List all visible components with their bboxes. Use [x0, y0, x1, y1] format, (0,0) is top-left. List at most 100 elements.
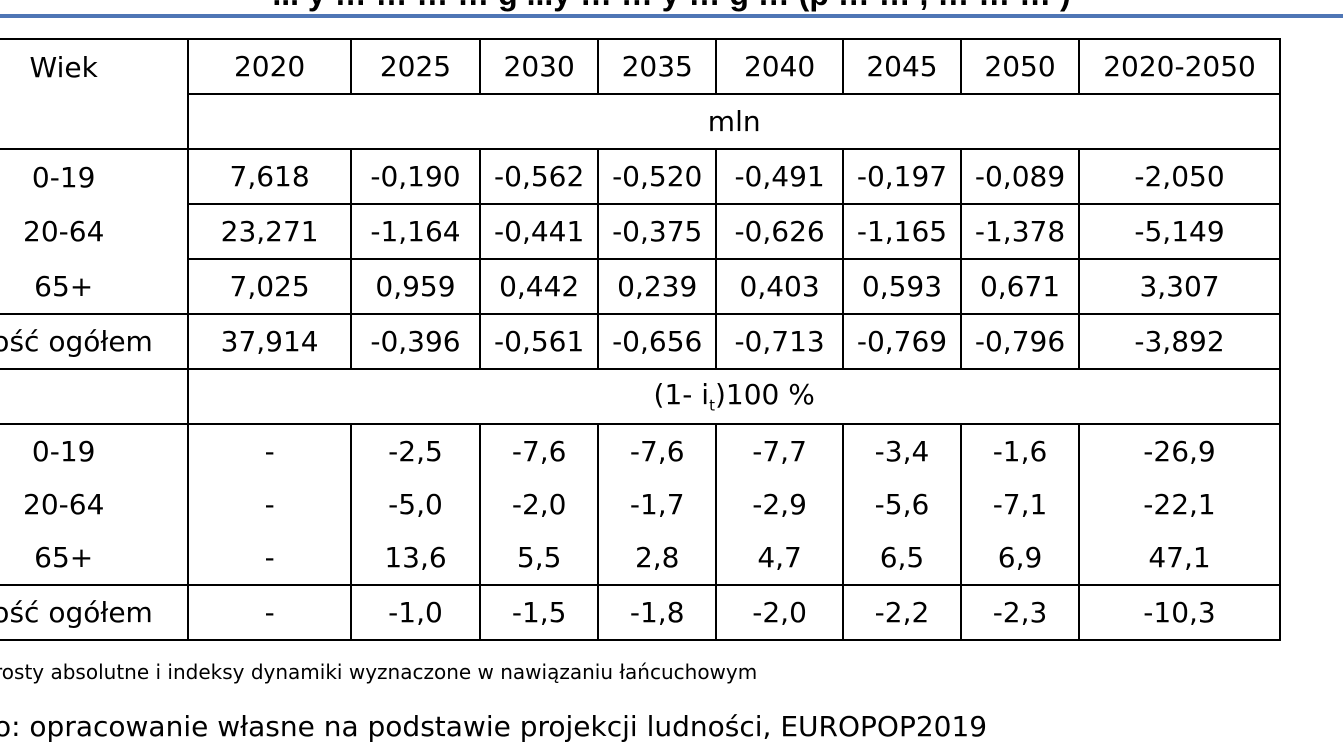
value-cell: -10,3	[1078, 584, 1281, 641]
value-cell: -0,626	[715, 203, 844, 260]
value-cell: 3,307	[1078, 258, 1281, 315]
value-cell: 0,403	[715, 258, 844, 315]
value-cell: 0,442	[479, 258, 600, 315]
value-cell: -0,441	[479, 203, 600, 260]
value-cell: -	[187, 531, 352, 586]
value-cell: -1,0	[349, 584, 482, 641]
value-cell: 23,271	[187, 203, 352, 260]
table-row: 65+ 7,025 0,959 0,442 0,239 0,403 0,593 …	[0, 258, 1281, 315]
value-cell: 6,5	[841, 531, 963, 586]
table-row: ność ogółem 37,914 -0,396 -0,561 -0,656 …	[0, 313, 1281, 370]
value-cell: -2,5	[349, 423, 482, 478]
population-table: Wiek 2020 2025 2030 2035 2040 2045 2050 …	[0, 38, 1281, 641]
value-cell: -2,2	[841, 584, 963, 641]
value-cell: -7,6	[479, 423, 600, 478]
table-row: 20-64 - -5,0 -2,0 -1,7 -2,9 -5,6 -7,1 -2…	[0, 478, 1281, 531]
table-row: ność ogółem - -1,0 -1,5 -1,8 -2,0 -2,2 -…	[0, 584, 1281, 641]
value-cell: -0,561	[479, 313, 600, 370]
value-cell: -0,562	[479, 148, 600, 205]
unit-row: mln	[0, 93, 1281, 150]
value-cell: -2,9	[715, 478, 844, 531]
value-cell: -22,1	[1078, 478, 1281, 531]
value-cell: 0,239	[597, 258, 718, 315]
value-cell: -1,164	[349, 203, 482, 260]
value-cell: -0,769	[841, 313, 963, 370]
value-cell: -0,396	[349, 313, 482, 370]
value-cell: -1,5	[479, 584, 600, 641]
age-cell: 65+	[0, 531, 190, 586]
age-cell: 0-19	[0, 148, 190, 204]
value-cell: -1,165	[841, 203, 963, 260]
value-cell: -0,190	[349, 148, 482, 205]
age-cell: 65+	[0, 259, 190, 315]
value-cell: -0,796	[959, 313, 1081, 370]
table-row: 65+ - 13,6 5,5 2,8 4,7 6,5 6,9 47,1	[0, 531, 1281, 586]
value-cell: -5,6	[841, 478, 963, 531]
value-cell: 47,1	[1078, 531, 1281, 586]
header-cell: 2030	[479, 38, 600, 95]
table-row: 0-19 - -2,5 -7,6 -7,6 -7,7 -3,4 -1,6 -26…	[0, 423, 1281, 478]
value-cell: -3,4	[841, 423, 963, 478]
value-cell: 13,6	[349, 531, 482, 586]
value-cell: 0,593	[841, 258, 963, 315]
value-cell: 0,959	[349, 258, 482, 315]
table-row: 20-64 23,271 -1,164 -0,441 -0,375 -0,626…	[0, 203, 1281, 260]
value-cell: 5,5	[479, 531, 600, 586]
value-cell: 0,671	[959, 258, 1081, 315]
value-cell: -2,3	[959, 584, 1081, 641]
value-cell: -7,7	[715, 423, 844, 478]
value-cell: -1,378	[959, 203, 1081, 260]
header-cell: 2025	[349, 38, 482, 95]
blank-cell	[0, 368, 190, 425]
table-row: 0-19 7,618 -0,190 -0,562 -0,520 -0,491 -…	[0, 148, 1281, 205]
header-cell: 2020-2050	[1078, 38, 1281, 95]
value-cell: -	[187, 423, 352, 478]
value-cell: -0,197	[841, 148, 963, 205]
value-cell: -	[187, 478, 352, 531]
value-cell: -	[187, 584, 352, 641]
header-cell: 2020	[187, 38, 352, 95]
value-cell: -26,9	[1078, 423, 1281, 478]
footnote: rosty absolutne i indeksy dynamiki wyzna…	[0, 660, 758, 684]
value-cell: 6,9	[959, 531, 1081, 586]
value-cell: 37,914	[187, 313, 352, 370]
age-cell: ność ogółem	[0, 584, 190, 641]
age-cell: 20-64	[0, 478, 190, 531]
title-rule	[0, 14, 1343, 18]
unit-row: (1- it)100 %	[0, 368, 1281, 425]
value-cell: -0,520	[597, 148, 718, 205]
value-cell: -2,0	[715, 584, 844, 641]
value-cell: -1,6	[959, 423, 1081, 478]
age-cell: 20-64	[0, 204, 190, 259]
value-cell: -5,0	[349, 478, 482, 531]
value-cell: 7,025	[187, 258, 352, 315]
age-cell: 0-19	[0, 423, 190, 478]
header-cell: Wiek	[0, 38, 190, 94]
header-cell: 2045	[841, 38, 963, 95]
value-cell: -5,149	[1078, 203, 1281, 260]
value-cell: -0,713	[715, 313, 844, 370]
blank-cell	[0, 94, 190, 150]
value-cell: -2,050	[1078, 148, 1281, 205]
value-cell: 7,618	[187, 148, 352, 205]
value-cell: -0,656	[597, 313, 718, 370]
unit-mln-label: mln	[187, 93, 1281, 150]
unit-pct-label: (1- it)100 %	[187, 368, 1281, 425]
value-cell: -0,375	[597, 203, 718, 260]
header-row: Wiek 2020 2025 2030 2035 2040 2045 2050 …	[0, 38, 1281, 95]
header-cell: 2050	[959, 38, 1081, 95]
source-note: ło: opracowanie własne na podstawie proj…	[0, 710, 988, 743]
value-cell: -2,0	[479, 478, 600, 531]
table-title: ... y … … … … g ...y … … y … g … (p … … …	[0, 0, 1343, 16]
value-cell: -7,6	[597, 423, 718, 478]
value-cell: -0,089	[959, 148, 1081, 205]
age-cell: ność ogółem	[0, 313, 190, 370]
value-cell: 4,7	[715, 531, 844, 586]
header-cell: 2040	[715, 38, 844, 95]
value-cell: -1,8	[597, 584, 718, 641]
value-cell: 2,8	[597, 531, 718, 586]
value-cell: -3,892	[1078, 313, 1281, 370]
header-cell: 2035	[597, 38, 718, 95]
value-cell: -7,1	[959, 478, 1081, 531]
